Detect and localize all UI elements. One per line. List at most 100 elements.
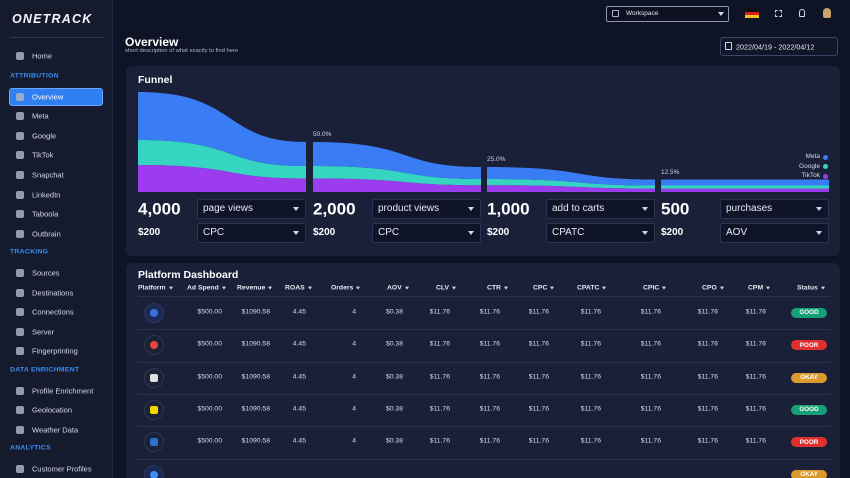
cell: $0.38 [385, 437, 403, 445]
cell: $11.76 [640, 405, 661, 413]
cost-select[interactable] [546, 223, 655, 243]
cell: 4.45 [292, 340, 306, 348]
column-header: CPM [748, 285, 770, 293]
cost-metric: CPATC [552, 227, 585, 238]
column-header: AOV [387, 285, 409, 293]
cell: $1090.58 [241, 340, 270, 348]
nav-item[interactable]: Geolocation [32, 405, 73, 415]
cell: $11.76 [640, 340, 661, 348]
chevron [293, 207, 299, 211]
page-subtitle: short description of what exactly to fin… [125, 48, 239, 55]
stage-cost: $200 [138, 227, 161, 238]
nav-item[interactable]: Connections [32, 307, 74, 317]
nav-item[interactable]: Meta [32, 111, 49, 121]
column-header: Orders [331, 285, 360, 293]
nav-item[interactable]: TikTok [32, 150, 54, 160]
flag-red [745, 12, 759, 15]
stage-cost: $200 [487, 227, 510, 238]
logo: ONETRACK [12, 11, 93, 26]
cell: $0.38 [385, 405, 403, 413]
cell: $1090.58 [241, 437, 270, 445]
cell: $11.76 [528, 373, 549, 381]
cell: $11.76 [697, 437, 718, 445]
nav-item[interactable]: Customer Profiles [32, 464, 92, 474]
cell: $1090.58 [241, 405, 270, 413]
nav-item[interactable]: Sources [32, 268, 60, 278]
nav-item[interactable]: LinkedIn [32, 189, 61, 199]
row-separator [138, 393, 830, 395]
cell: $11.76 [580, 437, 601, 445]
funnel-area [661, 179, 829, 186]
chevron [642, 231, 648, 235]
cost-select[interactable] [720, 223, 829, 243]
status-label: OKAY [800, 470, 818, 478]
nav-item[interactable]: Profile Enrichment [32, 385, 94, 395]
cell: $0.38 [385, 373, 403, 381]
platform-logo [150, 373, 158, 382]
platform-logo [150, 309, 158, 317]
cell: $11.76 [528, 340, 549, 348]
nav-icon [16, 229, 24, 238]
cost-select[interactable] [372, 223, 481, 243]
cell: $500.00 [197, 340, 222, 348]
cell: $11.76 [640, 373, 661, 381]
funnel-area [487, 167, 655, 186]
cell: $11.76 [429, 373, 450, 381]
fullscreen-icon[interactable] [775, 10, 782, 17]
column-header: CPC [533, 285, 554, 293]
column-header: Ad Spend [187, 285, 226, 293]
cell: $11.76 [697, 373, 718, 381]
row-separator [138, 361, 830, 363]
cell: $500.00 [197, 437, 222, 445]
cost-select[interactable] [197, 223, 306, 243]
nav-item[interactable]: Destinations [32, 287, 74, 297]
nav-icon [16, 151, 24, 160]
avatar[interactable] [823, 8, 831, 18]
dashboard-title: Platform Dashboard [138, 268, 239, 281]
cell: $11.76 [640, 308, 661, 316]
cell: $0.38 [385, 308, 403, 316]
nav-item[interactable]: Taboola [32, 209, 59, 219]
row-separator [138, 458, 830, 460]
stage-select[interactable] [546, 199, 655, 219]
funnel-area [313, 142, 481, 179]
status-label: GOOD [799, 309, 819, 317]
cost-metric: CPC [378, 227, 400, 238]
column-header: CPATC [577, 285, 606, 293]
nav-item[interactable]: Outbrain [32, 229, 61, 239]
funnel-percent: 50.0% [313, 130, 332, 138]
status-badge [791, 469, 827, 478]
funnel-percent: 25.0% [487, 155, 506, 163]
nav-icon [16, 190, 24, 199]
stage-select[interactable] [197, 199, 306, 219]
stage-metric: purchases [726, 203, 773, 214]
stage-select[interactable] [720, 199, 829, 219]
bell-icon[interactable] [799, 9, 805, 17]
date-button[interactable] [720, 37, 838, 56]
chevron [816, 207, 822, 211]
chevron [718, 12, 724, 16]
funnel-area [487, 185, 655, 192]
nav-icon [16, 327, 24, 336]
legend-label: Google [799, 162, 820, 170]
nav-item[interactable]: Google [32, 131, 57, 141]
nav-icon [16, 92, 24, 101]
nav-item[interactable]: Fingerprinting [32, 346, 78, 356]
chevron [468, 231, 474, 235]
cell: 4.45 [292, 405, 306, 413]
cell: 4 [352, 340, 356, 348]
nav-item[interactable]: Snapchat [32, 170, 64, 180]
cell: $11.76 [429, 437, 450, 445]
stage-select[interactable] [372, 199, 481, 219]
cell: $11.76 [528, 437, 549, 445]
status-label: GOOD [799, 406, 819, 414]
nav-item[interactable]: Server [32, 327, 55, 337]
workspace-select[interactable] [606, 6, 729, 22]
cell: $11.76 [479, 405, 500, 413]
nav-item[interactable]: Overview [32, 91, 64, 101]
cell: $11.76 [697, 308, 718, 316]
nav-item[interactable]: Home [32, 51, 53, 61]
nav-item[interactable]: Weather Data [32, 425, 79, 435]
divider [10, 37, 103, 38]
cell: $500.00 [197, 405, 222, 413]
